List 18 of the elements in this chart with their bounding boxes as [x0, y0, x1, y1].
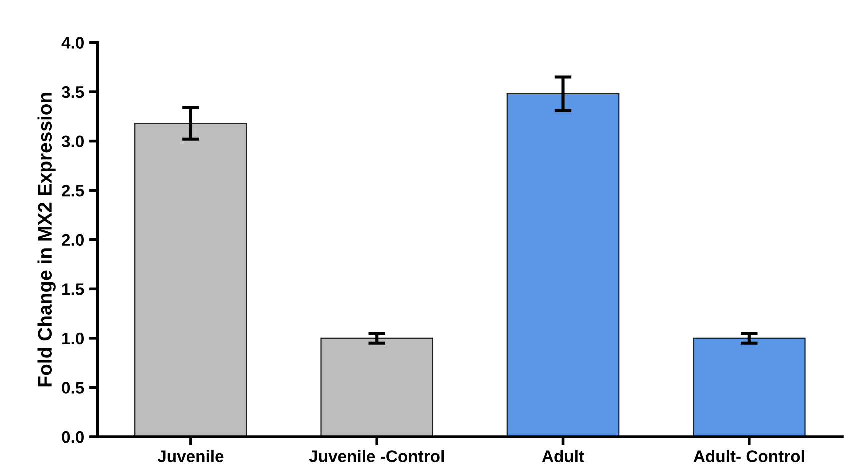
- y-tick-label: 1.5: [62, 284, 84, 296]
- y-tick-label: 4.0: [62, 37, 84, 49]
- y-tick-label: 2.0: [62, 234, 84, 246]
- bar: [134, 123, 248, 437]
- y-tick-label: 1.0: [62, 332, 84, 345]
- x-tick-label: Adult- Control: [694, 450, 804, 462]
- bar: [506, 93, 620, 437]
- y-tick-label: 0.0: [62, 431, 84, 444]
- y-tick-label: 0.5: [62, 382, 84, 394]
- x-tick-label: Adult: [542, 450, 584, 462]
- y-tick-label: 2.5: [62, 184, 84, 197]
- bar: [320, 338, 434, 437]
- y-axis-title: Fold Change in MX2 Expression: [38, 93, 56, 387]
- x-tick-label: Juvenile -Control: [309, 450, 444, 462]
- x-tick-label: Juvenile: [158, 450, 224, 462]
- bar: [693, 338, 806, 437]
- y-tick-label: 3.5: [62, 86, 84, 98]
- y-tick-label: 3.0: [62, 136, 84, 148]
